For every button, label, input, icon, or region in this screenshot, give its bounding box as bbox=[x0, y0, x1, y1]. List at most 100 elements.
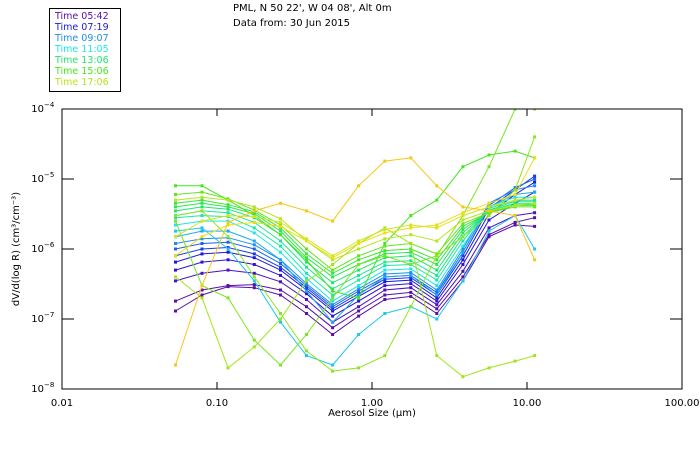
data-point bbox=[331, 219, 335, 223]
data-point bbox=[435, 299, 439, 303]
data-point bbox=[279, 220, 282, 224]
data-point bbox=[409, 226, 413, 230]
data-point bbox=[279, 217, 282, 221]
data-point bbox=[279, 288, 282, 292]
data-point bbox=[226, 366, 230, 370]
data-point bbox=[461, 211, 465, 215]
data-point bbox=[435, 293, 439, 297]
data-point bbox=[174, 193, 177, 196]
data-point bbox=[461, 222, 465, 226]
data-point bbox=[252, 345, 256, 349]
data-point bbox=[331, 254, 335, 258]
data-point bbox=[357, 366, 361, 370]
data-point bbox=[533, 135, 537, 139]
data-point bbox=[533, 258, 537, 262]
series-line bbox=[175, 136, 536, 372]
data-point bbox=[331, 299, 335, 303]
data-point bbox=[409, 282, 413, 286]
data-point bbox=[533, 184, 537, 188]
data-point bbox=[174, 268, 177, 272]
data-point bbox=[279, 201, 282, 205]
data-point bbox=[383, 275, 387, 279]
data-point bbox=[252, 220, 256, 224]
data-point bbox=[200, 296, 204, 300]
data-point bbox=[513, 188, 517, 192]
data-point bbox=[200, 237, 204, 241]
data-point bbox=[252, 283, 256, 287]
data-point bbox=[226, 284, 230, 288]
data-point bbox=[357, 314, 361, 318]
data-point bbox=[305, 258, 308, 262]
data-point bbox=[279, 280, 282, 284]
data-point bbox=[383, 280, 387, 284]
data-point bbox=[331, 287, 335, 291]
data-point bbox=[409, 271, 413, 275]
data-point bbox=[533, 211, 537, 215]
data-point bbox=[174, 201, 177, 205]
data-point bbox=[357, 254, 361, 258]
data-point bbox=[383, 288, 387, 292]
data-point bbox=[331, 326, 335, 330]
data-point bbox=[279, 317, 282, 321]
data-point bbox=[200, 205, 204, 209]
data-point bbox=[331, 296, 335, 300]
data-point bbox=[279, 293, 282, 297]
data-point bbox=[383, 298, 387, 301]
x-tick-label: 100.00 bbox=[665, 398, 700, 409]
data-point bbox=[383, 268, 387, 272]
data-point bbox=[252, 239, 256, 243]
data-point bbox=[226, 268, 230, 272]
y-tick-exponent: −5 bbox=[44, 171, 54, 179]
data-point bbox=[252, 226, 256, 230]
data-point bbox=[174, 309, 177, 313]
data-point bbox=[200, 242, 204, 245]
data-point bbox=[487, 211, 491, 215]
data-point bbox=[533, 199, 537, 203]
data-point bbox=[383, 254, 387, 258]
data-point bbox=[200, 271, 204, 275]
data-point bbox=[174, 223, 177, 227]
data-point bbox=[435, 252, 439, 256]
data-point bbox=[279, 312, 282, 315]
data-point bbox=[226, 229, 230, 233]
data-point bbox=[279, 244, 282, 248]
data-point bbox=[200, 226, 204, 230]
series-1750 bbox=[174, 156, 537, 260]
data-point bbox=[435, 239, 439, 243]
data-point bbox=[226, 220, 230, 224]
data-point bbox=[174, 235, 177, 239]
data-point bbox=[487, 366, 491, 370]
data-point bbox=[200, 209, 204, 213]
data-point bbox=[200, 219, 204, 223]
data-point bbox=[279, 320, 282, 324]
data-point bbox=[226, 258, 230, 262]
x-axis-title: Aerosol Size (µm) bbox=[328, 408, 416, 419]
data-point bbox=[357, 268, 361, 272]
data-point bbox=[435, 303, 439, 307]
series-0542 bbox=[174, 223, 537, 336]
data-point bbox=[461, 214, 465, 218]
data-point bbox=[331, 307, 335, 311]
data-point bbox=[200, 252, 204, 256]
data-point bbox=[226, 205, 230, 209]
data-point bbox=[513, 220, 517, 224]
legend-item: Time 13:06 bbox=[55, 55, 109, 66]
data-point bbox=[383, 354, 387, 358]
data-point bbox=[435, 254, 439, 258]
data-point bbox=[513, 223, 517, 227]
data-point bbox=[252, 286, 256, 290]
data-point bbox=[461, 279, 465, 283]
data-point bbox=[331, 256, 335, 260]
data-point bbox=[461, 235, 465, 239]
data-point bbox=[461, 231, 465, 235]
data-point bbox=[409, 247, 413, 251]
data-point bbox=[200, 284, 204, 288]
data-point bbox=[487, 226, 491, 230]
data-point bbox=[226, 214, 230, 218]
data-point bbox=[226, 207, 230, 211]
data-point bbox=[174, 247, 177, 251]
data-point bbox=[513, 193, 517, 196]
data-point bbox=[252, 215, 256, 219]
data-point bbox=[331, 293, 335, 297]
data-point bbox=[357, 273, 361, 277]
